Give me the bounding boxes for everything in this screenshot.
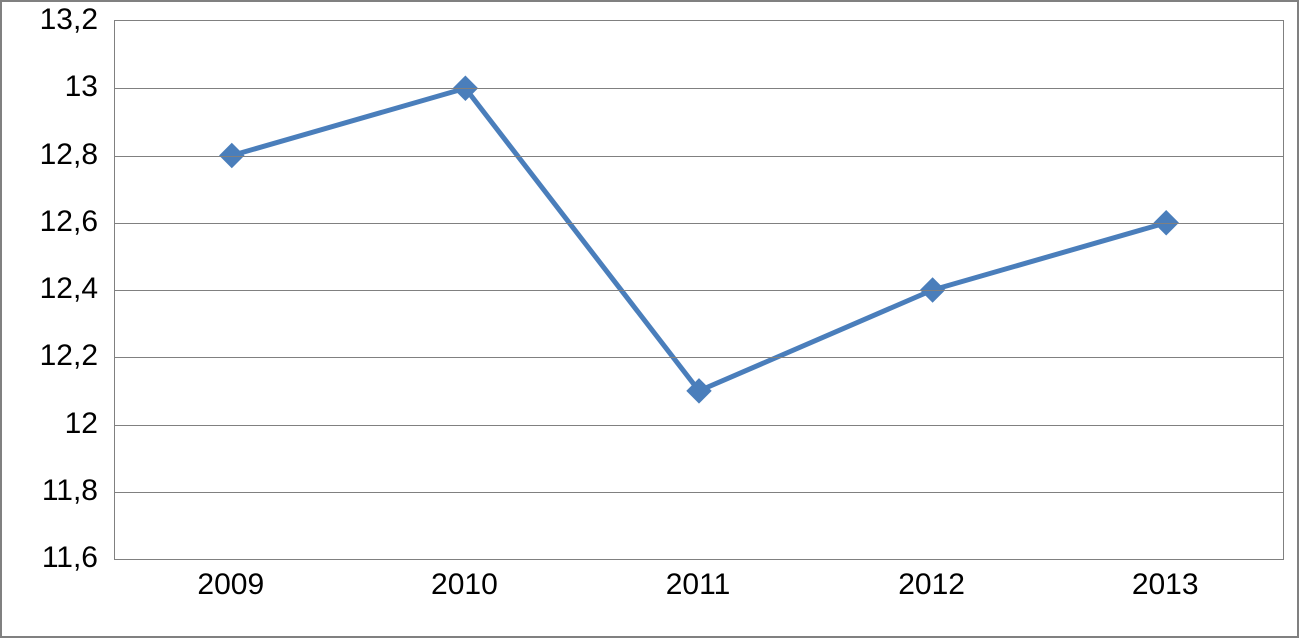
gridline bbox=[115, 88, 1283, 89]
y-tick-label: 12,2 bbox=[40, 339, 98, 373]
y-tick-label: 12,4 bbox=[40, 272, 98, 306]
x-tick-label: 2010 bbox=[431, 568, 498, 602]
y-tick-label: 12,8 bbox=[40, 138, 98, 172]
y-tick-label: 12 bbox=[65, 407, 98, 441]
x-tick-label: 2011 bbox=[666, 568, 731, 602]
gridline bbox=[115, 156, 1283, 157]
x-tick-label: 2012 bbox=[898, 568, 965, 602]
gridline bbox=[115, 290, 1283, 291]
y-tick-label: 11,8 bbox=[42, 474, 98, 508]
y-tick-label: 11,6 bbox=[42, 541, 98, 575]
gridline bbox=[115, 492, 1283, 493]
x-tick-label: 2009 bbox=[197, 568, 264, 602]
series-line bbox=[232, 88, 1166, 391]
gridline bbox=[115, 425, 1283, 426]
gridline bbox=[115, 357, 1283, 358]
y-tick-label: 12,6 bbox=[40, 205, 98, 239]
x-tick-label: 2013 bbox=[1132, 568, 1199, 602]
plot-area bbox=[114, 20, 1284, 560]
gridline bbox=[115, 223, 1283, 224]
y-tick-label: 13,2 bbox=[40, 3, 98, 37]
chart-container: 11,6 11,8 12 12,2 12,4 12,6 12,8 13 13,2 2009 2010… bbox=[0, 0, 1299, 638]
y-tick-label: 13 bbox=[65, 70, 98, 104]
